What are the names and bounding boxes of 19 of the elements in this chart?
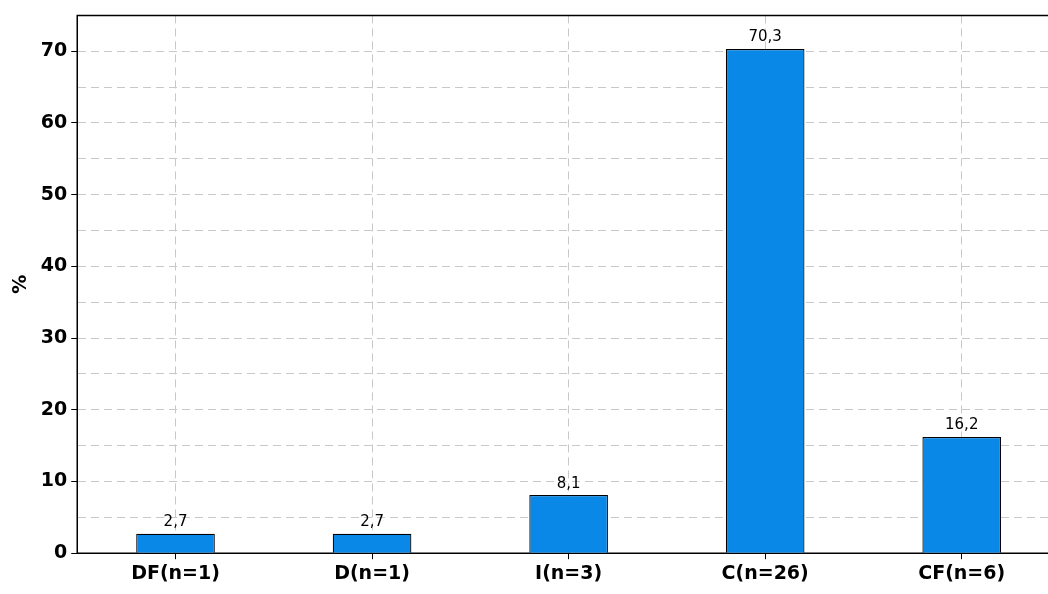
data-label: 2,7: [360, 512, 384, 531]
y-tick-label: 40: [40, 253, 68, 276]
data-label: 16,2: [945, 415, 979, 434]
y-tick-label: 60: [40, 109, 68, 132]
data-label: 8,1: [556, 473, 581, 492]
y-tick-label: 20: [40, 396, 68, 419]
data-label: 70,3: [748, 27, 782, 46]
x-tick-label: CF(n=6): [918, 560, 1006, 583]
x-tick-label: D(n=1): [334, 560, 410, 583]
x-tick-label: I(n=3): [535, 560, 603, 583]
x-tick-label: DF(n=1): [131, 560, 220, 583]
x-tick-label: C(n=26): [721, 560, 809, 583]
y-tick-label: 0: [54, 540, 68, 563]
y-axis-title: %: [8, 274, 31, 294]
y-tick-label: 30: [40, 325, 68, 348]
y-tick-label: 50: [40, 181, 68, 204]
y-tick-label: 10: [40, 468, 68, 491]
data-label: 2,7: [163, 512, 188, 531]
y-tick-label: 70: [40, 38, 68, 61]
